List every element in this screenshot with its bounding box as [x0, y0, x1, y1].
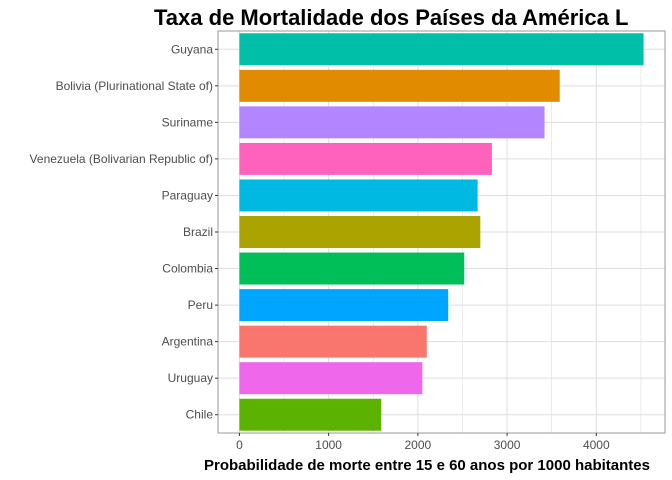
x-tick-label: 0	[236, 438, 243, 452]
y-tick-label: Argentina	[162, 335, 214, 349]
y-tick-label: Suriname	[162, 115, 214, 129]
y-tick-label: Chile	[186, 408, 214, 422]
bars	[239, 33, 644, 431]
bar-chile	[239, 398, 382, 431]
bar-guyana	[239, 33, 644, 66]
y-axis-tick-labels: Guyana Bolivia (Plurinational State of) Su…	[30, 42, 218, 422]
bar-uruguay	[239, 362, 423, 395]
bar-suriname	[239, 106, 545, 139]
x-tick-label: 3000	[494, 438, 521, 452]
bar-bolivia-plurinational-state-of	[239, 69, 560, 102]
bar-colombia	[239, 252, 465, 285]
x-axis-title: Probabilidade de morte entre 15 e 60 ano…	[204, 457, 650, 474]
y-tick-label: Peru	[188, 298, 213, 312]
bar-paraguay	[239, 179, 478, 212]
bar-argentina	[239, 325, 427, 358]
y-tick-label: Bolivia (Plurinational State of)	[56, 79, 213, 93]
chart-title: Taxa de Mortalidade dos Países da Améric…	[154, 5, 628, 30]
x-axis-tick-labels: 0 1000 2000 3000 4000	[236, 433, 610, 452]
y-tick-label: Brazil	[183, 225, 213, 239]
y-tick-label: Colombia	[162, 262, 213, 276]
x-tick-label: 2000	[405, 438, 432, 452]
y-tick-label: Venezuela (Bolivarian Republic of)	[30, 152, 213, 166]
y-tick-label: Uruguay	[168, 371, 213, 385]
bar-brazil	[239, 216, 481, 248]
y-tick-label: Paraguay	[162, 188, 213, 202]
y-tick-label: Guyana	[171, 42, 213, 56]
x-tick-label: 1000	[315, 438, 342, 452]
bar-venezuela-bolivarian-republic-of	[239, 142, 492, 175]
bar-peru	[239, 289, 449, 322]
x-tick-label: 4000	[583, 438, 610, 452]
